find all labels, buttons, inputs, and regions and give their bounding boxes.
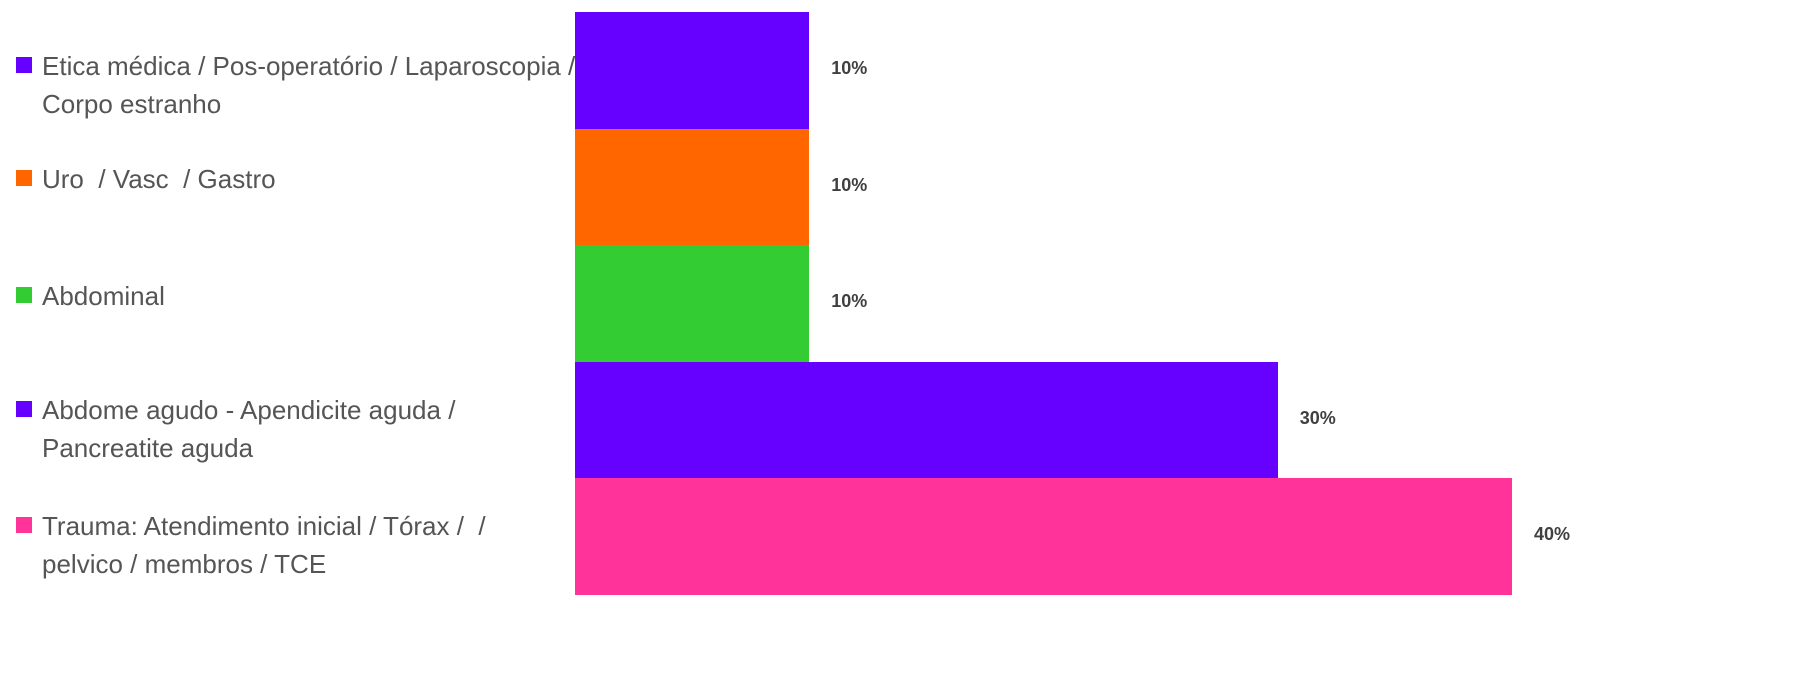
data-label: 30% — [1299, 407, 1336, 428]
legend-label-line: Etica médica / Pos-operatório / Laparosc… — [42, 51, 576, 81]
legend-label: Uro / Vasc / Gastro — [42, 160, 276, 198]
legend-label: Etica médica / Pos-operatório / Laparosc… — [42, 47, 575, 123]
legend-label-line: Abdome agudo - Apendicite aguda / — [42, 395, 456, 425]
data-label: 10% — [831, 291, 868, 312]
legend-swatch — [16, 401, 32, 417]
bar — [575, 128, 810, 245]
legend-label-line: Trauma: Atendimento inicial / Tórax / / — [42, 511, 486, 541]
legend-label: Trauma: Atendimento inicial / Tórax / / p… — [42, 507, 486, 583]
bar — [575, 478, 1512, 595]
data-label: 10% — [831, 174, 868, 195]
legend-item: Abdome agudo - Apendicite aguda / Pancrea… — [16, 391, 656, 467]
legend-label-line: Uro / Vasc / Gastro — [42, 164, 276, 194]
data-label: 40% — [1534, 524, 1571, 545]
legend-swatch — [16, 170, 32, 186]
legend-label-line: pelvico / membros / TCE — [42, 549, 327, 579]
legend-swatch — [16, 517, 32, 533]
bar — [575, 12, 810, 129]
legend-item: Trauma: Atendimento inicial / Tórax / / p… — [16, 507, 656, 583]
bar — [575, 361, 1278, 478]
legend-item: Etica médica / Pos-operatório / Laparosc… — [16, 47, 656, 123]
data-label: 10% — [831, 58, 868, 79]
legend-item: Abdominal — [16, 277, 656, 315]
legend-label: Abdominal — [42, 277, 165, 315]
legend-swatch — [16, 57, 32, 73]
legend-label-line: Corpo estranho — [42, 89, 222, 119]
legend-item: Uro / Vasc / Gastro — [16, 160, 656, 198]
legend-label-line: Abdominal — [42, 281, 165, 311]
legend-label: Abdome agudo - Apendicite aguda / Pancrea… — [42, 391, 455, 467]
legend-label-line: Pancreatite aguda — [42, 433, 254, 463]
legend-swatch — [16, 287, 32, 303]
bar — [575, 245, 810, 362]
